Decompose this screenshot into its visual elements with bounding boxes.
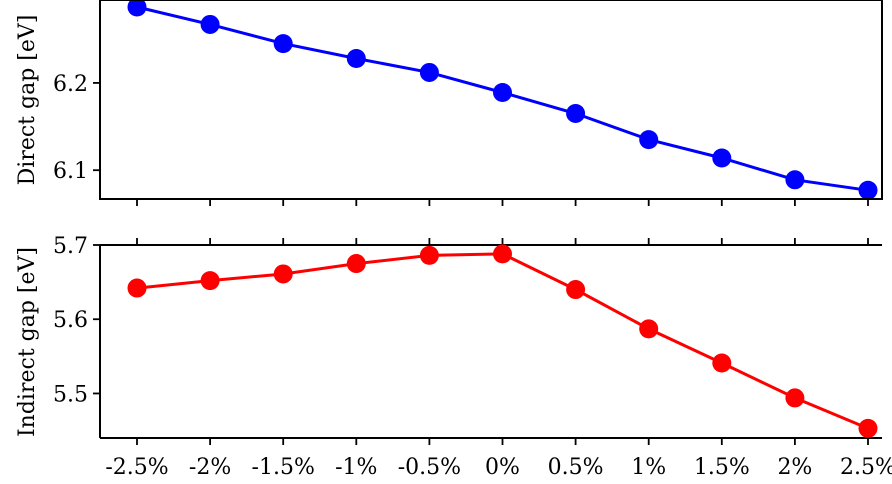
indirect-gap-series-line bbox=[136, 252, 869, 430]
data-point bbox=[419, 245, 439, 265]
data-point bbox=[346, 254, 366, 274]
indirect-gap-panel: 5.5 5.6 5.7 -2.5% -2% -1.5% -1% -0.5% 0% 0.5% 1% 1… bbox=[15, 234, 892, 480]
direct-gap-ticks: 6.1 6.2 bbox=[53, 72, 869, 206]
y-tick-label: 6.2 bbox=[53, 72, 88, 97]
data-point bbox=[785, 388, 805, 408]
data-point bbox=[273, 34, 293, 54]
data-point bbox=[712, 353, 732, 373]
indirect-gap-points bbox=[127, 244, 878, 438]
x-tick-label: 2% bbox=[777, 455, 812, 480]
direct-gap-y-axis-label: Direct gap [eV] bbox=[15, 15, 40, 186]
x-tick-label: -1.5% bbox=[252, 455, 315, 480]
y-tick-label: 6.1 bbox=[53, 159, 88, 184]
data-point bbox=[273, 264, 293, 284]
data-point bbox=[712, 148, 732, 168]
x-tick-label: -1% bbox=[335, 455, 377, 480]
direct-gap-panel: 6.1 6.2 Direct gap [eV] bbox=[15, 0, 883, 206]
x-tick-label: -0.5% bbox=[398, 455, 461, 480]
y-tick-label: 5.5 bbox=[53, 382, 88, 407]
data-point bbox=[785, 170, 805, 190]
data-point bbox=[639, 130, 659, 150]
data-point bbox=[200, 14, 220, 34]
x-tick-label: 0.5% bbox=[548, 455, 604, 480]
indirect-gap-y-axis-label: Indirect gap [eV] bbox=[15, 247, 40, 437]
data-point bbox=[127, 0, 147, 17]
x-tick-label: 1.5% bbox=[694, 455, 750, 480]
y-tick-label: 5.6 bbox=[53, 308, 88, 333]
data-point bbox=[566, 280, 586, 300]
data-point bbox=[639, 319, 659, 339]
y-tick-label: 5.7 bbox=[53, 234, 88, 259]
direct-gap-points bbox=[127, 0, 878, 200]
data-point bbox=[493, 83, 512, 103]
x-tick-label: 2.5% bbox=[840, 455, 892, 480]
x-tick-label: 1% bbox=[631, 455, 666, 480]
data-point bbox=[858, 180, 878, 200]
data-point bbox=[127, 278, 147, 298]
data-point bbox=[493, 244, 512, 264]
data-point bbox=[858, 418, 878, 438]
data-point bbox=[346, 48, 366, 68]
x-tick-label: -2.5% bbox=[105, 455, 168, 480]
data-point bbox=[566, 103, 586, 123]
indirect-gap-ticks: 5.5 5.6 5.7 bbox=[53, 234, 882, 445]
x-tick-labels: -2.5% -2% -1.5% -1% -0.5% 0% 0.5% 1% 1.5% 2% 2.5% bbox=[105, 455, 892, 480]
x-tick-label: 0% bbox=[485, 455, 520, 480]
data-point bbox=[419, 62, 439, 82]
direct-gap-axes-frame bbox=[99, 0, 883, 200]
x-tick-label: -2% bbox=[189, 455, 231, 480]
data-point bbox=[200, 271, 220, 291]
